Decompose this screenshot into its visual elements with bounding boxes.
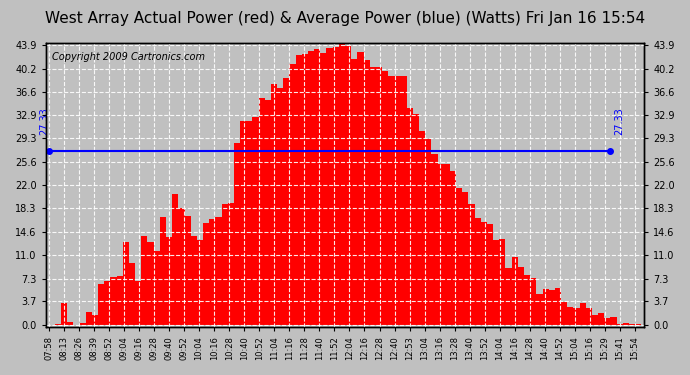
- Bar: [370, 67, 376, 325]
- Bar: [542, 289, 549, 325]
- Bar: [148, 242, 154, 325]
- Bar: [506, 268, 512, 325]
- Bar: [110, 277, 117, 325]
- Bar: [228, 203, 234, 325]
- Text: 27.33: 27.33: [615, 107, 624, 135]
- Bar: [444, 164, 450, 325]
- Bar: [475, 218, 481, 325]
- Bar: [437, 164, 444, 325]
- Bar: [555, 288, 561, 325]
- Bar: [104, 281, 110, 325]
- Bar: [351, 59, 357, 325]
- Bar: [456, 188, 462, 325]
- Bar: [246, 121, 253, 325]
- Bar: [382, 71, 388, 325]
- Bar: [567, 307, 573, 325]
- Bar: [221, 204, 228, 325]
- Bar: [462, 192, 469, 325]
- Bar: [549, 290, 555, 325]
- Bar: [431, 154, 437, 325]
- Bar: [629, 324, 635, 325]
- Bar: [561, 302, 567, 325]
- Bar: [333, 47, 339, 325]
- Bar: [524, 274, 530, 325]
- Bar: [117, 276, 123, 325]
- Bar: [55, 324, 61, 325]
- Bar: [413, 114, 419, 325]
- Bar: [512, 257, 518, 325]
- Bar: [357, 52, 364, 325]
- Bar: [326, 48, 333, 325]
- Bar: [253, 117, 259, 325]
- Bar: [536, 294, 542, 325]
- Bar: [302, 54, 308, 325]
- Bar: [487, 224, 493, 325]
- Bar: [481, 222, 487, 325]
- Bar: [401, 76, 406, 325]
- Bar: [376, 66, 382, 325]
- Bar: [469, 204, 475, 325]
- Bar: [289, 64, 295, 325]
- Bar: [611, 317, 617, 325]
- Bar: [197, 240, 203, 325]
- Bar: [215, 217, 221, 325]
- Bar: [277, 88, 284, 325]
- Bar: [259, 98, 265, 325]
- Bar: [406, 108, 413, 325]
- Bar: [234, 143, 240, 325]
- Bar: [617, 324, 623, 325]
- Bar: [580, 303, 586, 325]
- Bar: [364, 60, 370, 325]
- Bar: [190, 236, 197, 325]
- Bar: [500, 239, 506, 325]
- Bar: [339, 41, 345, 325]
- Bar: [271, 84, 277, 325]
- Bar: [154, 252, 160, 325]
- Bar: [395, 76, 401, 325]
- Bar: [493, 240, 500, 325]
- Bar: [388, 76, 395, 325]
- Bar: [635, 324, 641, 325]
- Bar: [172, 194, 178, 325]
- Bar: [160, 217, 166, 325]
- Bar: [320, 53, 326, 325]
- Text: Copyright 2009 Cartronics.com: Copyright 2009 Cartronics.com: [52, 52, 205, 62]
- Bar: [141, 236, 148, 325]
- Bar: [295, 56, 302, 325]
- Bar: [284, 78, 289, 325]
- Bar: [86, 312, 92, 325]
- Bar: [166, 237, 172, 325]
- Bar: [345, 46, 351, 325]
- Bar: [518, 267, 524, 325]
- Text: West Array Actual Power (red) & Average Power (blue) (Watts) Fri Jan 16 15:54: West Array Actual Power (red) & Average …: [45, 11, 645, 26]
- Bar: [308, 51, 314, 325]
- Bar: [184, 216, 190, 325]
- Bar: [98, 284, 104, 325]
- Bar: [135, 280, 141, 325]
- Bar: [314, 50, 320, 325]
- Bar: [92, 315, 98, 325]
- Bar: [592, 315, 598, 325]
- Bar: [209, 219, 215, 325]
- Bar: [79, 323, 86, 325]
- Bar: [604, 318, 611, 325]
- Bar: [598, 313, 604, 325]
- Bar: [240, 121, 246, 325]
- Bar: [61, 303, 67, 325]
- Bar: [623, 323, 629, 325]
- Bar: [67, 322, 73, 325]
- Bar: [573, 308, 580, 325]
- Bar: [586, 308, 592, 325]
- Bar: [425, 139, 431, 325]
- Bar: [450, 171, 456, 325]
- Bar: [530, 278, 536, 325]
- Bar: [419, 131, 425, 325]
- Bar: [178, 208, 184, 325]
- Bar: [203, 223, 209, 325]
- Bar: [123, 242, 129, 325]
- Bar: [265, 100, 271, 325]
- Text: 27.33: 27.33: [39, 107, 49, 135]
- Bar: [129, 263, 135, 325]
